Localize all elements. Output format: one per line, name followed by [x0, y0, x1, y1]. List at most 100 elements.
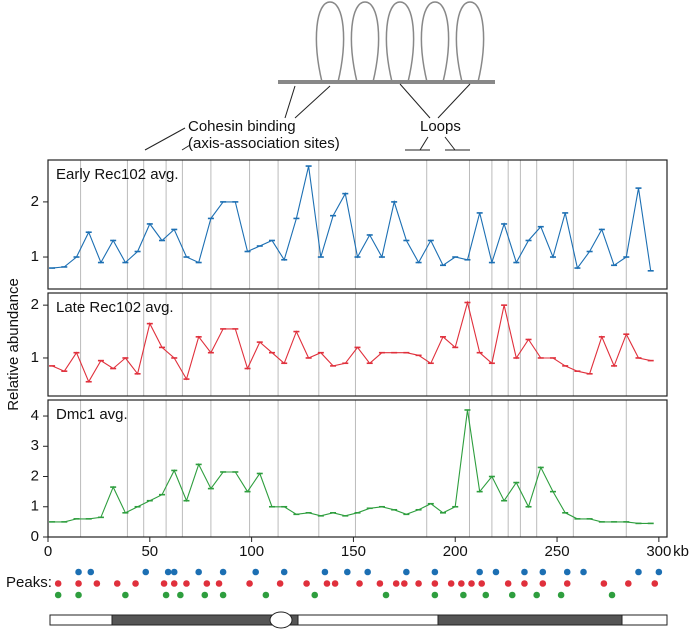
- panel-label: Late Rec102 avg.: [56, 299, 174, 316]
- peak-dot: [195, 568, 202, 576]
- x-tick-label: 300: [646, 543, 671, 560]
- peak-dot: [93, 580, 101, 587]
- peak-dot: [376, 580, 384, 587]
- peak-dot: [323, 580, 331, 587]
- peak-dot: [170, 568, 178, 576]
- y-tick-label: 1: [31, 498, 39, 515]
- peak-dot: [142, 568, 150, 576]
- peak-dot: [563, 580, 571, 587]
- peak-dot: [563, 568, 571, 576]
- y-tick-label: 0: [31, 528, 39, 545]
- diagram-label: Loops: [420, 118, 461, 135]
- peak-dot: [54, 580, 62, 587]
- y-tick-label: 1: [31, 248, 39, 265]
- panel-label: Dmc1 avg.: [56, 406, 128, 423]
- peak-dot: [54, 591, 62, 599]
- peak-dot: [87, 568, 95, 576]
- peak-dot: [215, 580, 223, 587]
- peak-dot: [533, 591, 540, 599]
- y-axis-label: Relative abundance: [5, 278, 22, 411]
- peak-dot: [160, 580, 168, 587]
- y-tick-label: 2: [31, 467, 39, 484]
- peak-dot: [75, 568, 82, 576]
- callout-lines: [144, 83, 471, 151]
- peak-dot: [164, 568, 172, 576]
- peak-dot: [580, 568, 587, 576]
- chromosome: [49, 611, 668, 629]
- panel-label: Early Rec102 avg.: [56, 166, 179, 183]
- peak-dot: [635, 568, 642, 576]
- peak-dot: [252, 568, 259, 576]
- peak-dot: [447, 580, 455, 587]
- peak-dot: [280, 568, 288, 576]
- peak-dot: [403, 568, 410, 576]
- peak-dot: [276, 580, 284, 587]
- peak-dot: [401, 580, 408, 587]
- series-line: [52, 165, 652, 271]
- peak-dot: [415, 580, 422, 587]
- x-tick-label: 250: [545, 543, 570, 560]
- peak-dot: [356, 580, 363, 587]
- peak-dot: [482, 591, 490, 599]
- peak-dot: [219, 591, 227, 599]
- peak-dot: [344, 568, 351, 576]
- peak-dot: [468, 580, 475, 587]
- x-tick-label: 200: [443, 543, 468, 560]
- peak-dot: [331, 580, 339, 587]
- peak-dot: [170, 580, 178, 587]
- peak-dot: [122, 591, 129, 599]
- peak-dot: [478, 580, 486, 587]
- peak-dot: [183, 580, 190, 587]
- peak-dot: [460, 591, 467, 599]
- peak-dot: [655, 568, 663, 576]
- peak-dot: [492, 568, 500, 576]
- peak-dot: [431, 591, 439, 599]
- peak-dot: [539, 568, 547, 576]
- peak-dot: [364, 568, 371, 576]
- peak-dot: [431, 568, 439, 576]
- peak-dot: [311, 591, 319, 599]
- x-tick-label: 0: [44, 543, 52, 560]
- peak-dot: [557, 591, 565, 599]
- panel-frame: [47, 399, 668, 538]
- peak-dot: [219, 568, 227, 576]
- peak-dot: [201, 591, 209, 599]
- peak-dot: [246, 580, 253, 587]
- peak-dot: [382, 591, 390, 599]
- y-tick-label: 4: [31, 407, 39, 424]
- peak-dot: [504, 580, 512, 587]
- peak-dot: [508, 591, 516, 599]
- y-tick-label: 1: [31, 349, 39, 366]
- diagram-label: Cohesin binding: [188, 118, 296, 135]
- peak-dot: [113, 580, 121, 587]
- peak-dot: [162, 591, 170, 599]
- peak-dot: [476, 568, 483, 576]
- peak-dot: [521, 568, 528, 576]
- peak-dot: [392, 580, 400, 587]
- x-tick-label: 50: [141, 543, 158, 560]
- panel-frame: [47, 159, 668, 290]
- panel-frame: [47, 292, 668, 397]
- peak-dot: [303, 580, 310, 587]
- x-tick-label: 150: [341, 543, 366, 560]
- loop-diagram: [278, 1, 495, 84]
- peak-dot: [539, 580, 547, 587]
- y-tick-label: 2: [31, 296, 39, 313]
- series-line: [52, 409, 651, 524]
- peak-dot: [321, 568, 329, 576]
- peak-dot: [521, 580, 528, 587]
- peak-dot: [431, 580, 439, 587]
- y-tick-label: 2: [31, 193, 39, 210]
- peaks-label: Peaks:: [6, 574, 52, 591]
- diagram-label: (axis-association sites): [188, 135, 340, 152]
- peak-dot: [203, 580, 211, 587]
- peak-dot: [625, 580, 632, 587]
- peak-dot: [651, 580, 659, 587]
- peak-dot: [75, 591, 82, 599]
- y-tick-label: 3: [31, 437, 39, 454]
- peak-dot: [262, 591, 270, 599]
- x-tick-label: 100: [239, 543, 264, 560]
- peak-dot: [132, 580, 139, 587]
- peak-dot: [75, 580, 82, 587]
